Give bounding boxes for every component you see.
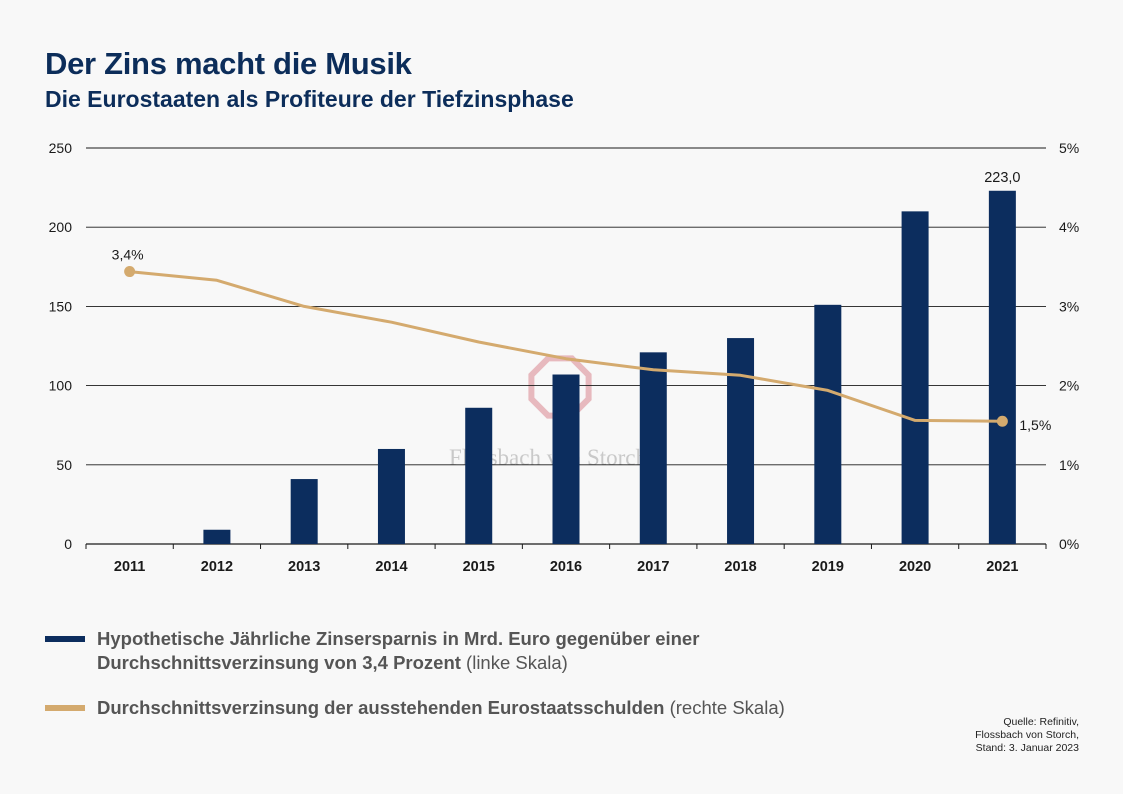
legend-swatch-line — [45, 705, 85, 711]
legend-item-line: Durchschnittsverzinsung der ausstehenden… — [45, 696, 785, 720]
legend-label-line: Durchschnittsverzinsung der ausstehenden… — [97, 697, 785, 718]
x-tick-label-2018: 2018 — [724, 559, 756, 575]
bar-2018 — [727, 338, 755, 544]
right-tick-label: 1% — [1059, 457, 1079, 473]
left-tick-label: 100 — [49, 378, 73, 394]
left-tick-label: 250 — [49, 140, 73, 156]
x-tick-label-2015: 2015 — [463, 559, 495, 575]
bar-2013 — [290, 479, 318, 544]
bar-value-label-2021: 223,0 — [984, 170, 1020, 186]
data-label-2021: 1,5% — [1019, 417, 1051, 433]
right-tick-label: 4% — [1059, 219, 1079, 235]
right-tick-label: 3% — [1059, 298, 1079, 314]
x-tick-label-2017: 2017 — [637, 559, 669, 575]
bar-2019 — [814, 304, 842, 544]
bar-2012 — [203, 529, 231, 544]
chart-title: Der Zins macht die Musik — [45, 46, 412, 81]
bar-series — [203, 190, 1016, 545]
left-tick-label: 150 — [49, 298, 73, 314]
x-tick-label-2012: 2012 — [201, 559, 233, 575]
left-tick-label: 0 — [64, 536, 72, 552]
x-tick-label-2011: 2011 — [114, 559, 145, 575]
right-tick-label: 2% — [1059, 378, 1079, 394]
legend-label-bars: Hypothetische Jährliche Zinsersparnis in… — [97, 628, 700, 673]
right-tick-label: 0% — [1059, 536, 1079, 552]
x-tick-label-2019: 2019 — [812, 559, 844, 575]
line-marker-2011 — [124, 266, 136, 278]
left-tick-label: 200 — [49, 219, 73, 235]
chart-subtitle: Die Eurostaaten als Profiteure der Tiefz… — [45, 86, 574, 112]
line-marker-2021 — [996, 415, 1008, 427]
source-note: Quelle: Refinitiv, Flossbach von Storch,… — [975, 716, 1079, 754]
bar-2021 — [988, 190, 1016, 544]
axes: 0 0% 50 1% 100 2% 150 3% 200 4% 250 5% 2011 2012 2013 2… — [49, 140, 1080, 575]
bar-2017 — [639, 352, 667, 544]
right-tick-label: 5% — [1059, 140, 1079, 156]
combo-chart: Flossbach von Storch 0 0%50 1%100 2%150 3%20… — [49, 140, 1080, 575]
x-tick-label-2013: 2013 — [288, 559, 320, 575]
data-label-2011: 3,4% — [112, 247, 144, 263]
legend-item-bars: Hypothetische Jährliche Zinsersparnis in… — [45, 627, 699, 675]
legend-swatch-bars — [45, 636, 85, 642]
bar-2020 — [901, 211, 929, 545]
x-tick-label-2014: 2014 — [375, 559, 407, 575]
x-tick-label-2020: 2020 — [899, 559, 931, 575]
bar-2014 — [377, 448, 405, 544]
bar-2016 — [552, 374, 580, 544]
line-path — [129, 270, 1003, 423]
bar-2015 — [465, 407, 493, 544]
x-tick-label-2016: 2016 — [550, 559, 582, 575]
line-series — [124, 266, 1008, 427]
x-tick-label-2021: 2021 — [986, 559, 1018, 575]
left-tick-label: 50 — [56, 457, 72, 473]
data-labels: 3,4% 1,5% 223,0 — [112, 170, 1052, 433]
